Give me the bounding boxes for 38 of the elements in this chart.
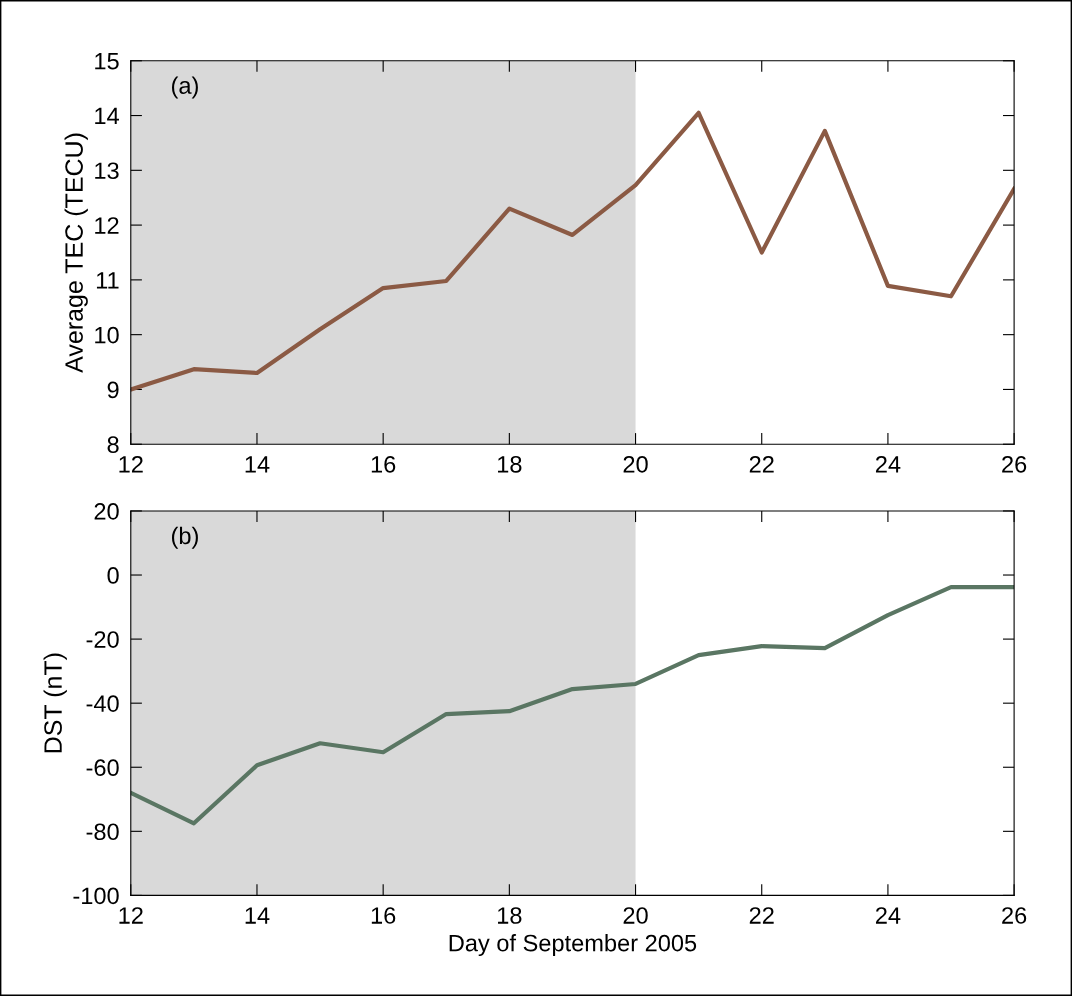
- x-tick-label: 14: [245, 456, 270, 473]
- annotation: (b): [172, 526, 198, 549]
- x-tick-label: 14: [245, 907, 270, 924]
- x-axis-title: Day of September 2005: [449, 934, 697, 957]
- y-tick-label: 9: [107, 381, 119, 399]
- x-tick-label: 18: [498, 907, 522, 924]
- y-tick-label: 8: [107, 436, 119, 453]
- annotation: (a): [172, 76, 198, 99]
- x-tick-label: 20: [623, 907, 648, 924]
- y-tick-label: -100: [73, 887, 119, 905]
- x-tick-label: 26: [1002, 455, 1027, 473]
- y-tick-label: -40: [86, 695, 119, 712]
- line-series: [130, 110, 1015, 392]
- x-tick-label: 24: [875, 907, 901, 924]
- y-tick-label: 0: [107, 567, 119, 584]
- y-tick-label: 15: [95, 53, 119, 70]
- x-tick-label: 26: [1002, 907, 1027, 924]
- x-tick-label: 12: [119, 907, 143, 924]
- x-tick-label: 16: [371, 907, 396, 924]
- x-tick-label: 12: [119, 455, 143, 473]
- line-series: [130, 585, 1015, 826]
- y-tick-label: -80: [86, 823, 119, 841]
- x-tick-label: 16: [371, 455, 396, 473]
- y-axis-title: DST (nT): [43, 653, 67, 753]
- y-tick-label: 14: [95, 107, 119, 125]
- y-tick-label: 12: [95, 217, 119, 234]
- x-tick-label: 22: [749, 455, 774, 473]
- y-tick-label: 10: [95, 326, 119, 344]
- y-tick-label: -20: [86, 631, 119, 648]
- y-axis-title: Average TEC (TECU): [64, 133, 88, 373]
- x-tick-label: 24: [875, 455, 901, 473]
- y-tick-label: 20: [94, 503, 119, 520]
- x-tick-label: 18: [498, 455, 522, 473]
- x-tick-label: 22: [749, 907, 774, 924]
- y-tick-label: -60: [86, 759, 119, 777]
- y-tick-label: 13: [95, 162, 119, 180]
- x-tick-label: 20: [623, 455, 648, 473]
- y-tick-label: 11: [96, 272, 119, 289]
